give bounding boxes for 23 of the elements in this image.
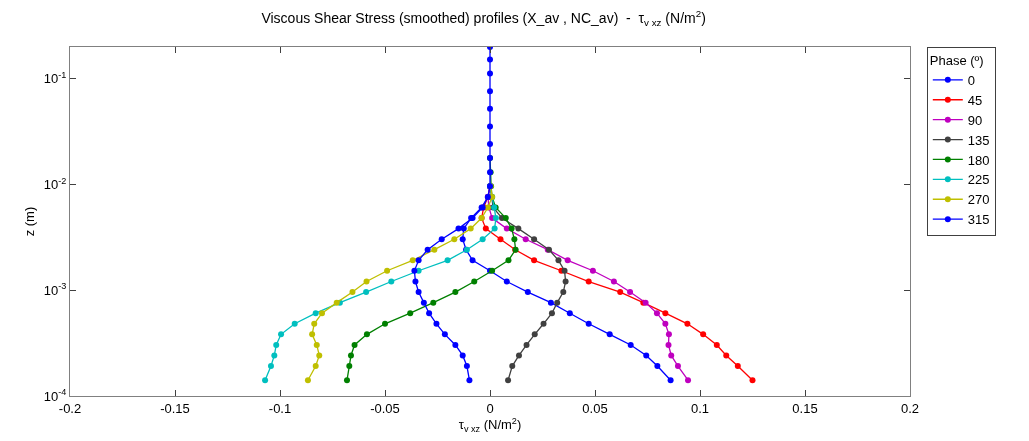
legend-label: 135 [967, 132, 990, 148]
x-tick-label: -0.15 [160, 400, 190, 416]
y-axis-title: z (m) [21, 206, 37, 237]
x-tick-label: -0.05 [370, 400, 400, 416]
x-tick-label: 0.15 [792, 400, 818, 416]
legend-title: Phase (º) [929, 52, 984, 68]
x-tick-label: 0.05 [582, 400, 608, 416]
y-tick-label: 10$^{-3}$ [43, 281, 67, 298]
x-tick-label: 0 [486, 400, 494, 416]
legend-label: 180 [967, 152, 990, 168]
y-tick-label: 10$^{-2}$ [43, 175, 67, 193]
legend-label: 270 [967, 192, 990, 208]
x-tick-label: 0.2 [900, 400, 920, 416]
legend-label: 225 [967, 172, 990, 188]
legend-label: 90 [967, 112, 983, 128]
x-tick-label: -0.1 [268, 400, 292, 416]
legend-label: 45 [967, 92, 983, 108]
y-tick-label: 10$^{-1}$ [43, 69, 67, 87]
legend-label: 315 [967, 212, 990, 228]
chart-title: Viscous Shear Stress (smoothed) profiles (X_av , NC_av) - τ$_{v xz}$ (N/m$^{2}$) [261, 8, 706, 28]
x-axis-title: τ$_{v xz}$ (N/m$^{2}$) [458, 415, 522, 434]
legend-label: 0 [967, 72, 976, 88]
x-tick-label: 0.1 [690, 400, 710, 416]
